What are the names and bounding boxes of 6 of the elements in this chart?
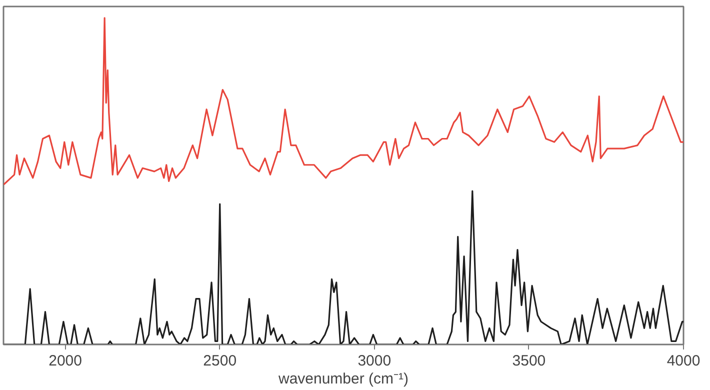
x-tick-label: 2000 [48, 352, 82, 370]
x-axis-title: wavenumber (cm⁻¹) [277, 370, 409, 388]
x-tick-label: 3000 [358, 352, 392, 370]
x-tick-label: 2500 [203, 352, 237, 370]
x-tick-label: 3500 [512, 352, 546, 370]
x-tick-label: 4000 [666, 352, 700, 370]
